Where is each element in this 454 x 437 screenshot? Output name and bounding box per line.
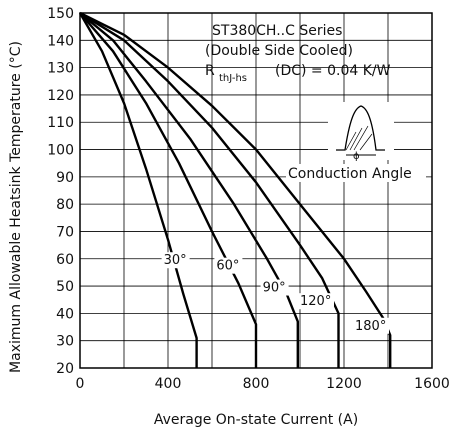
series-line	[79, 12, 258, 368]
resistance-prefix: R	[205, 63, 215, 79]
plot-frame	[79, 12, 433, 369]
conduction-angle-inset: ɸ Conduction Angle	[286, 102, 426, 182]
x-tick-label: 0	[76, 376, 85, 392]
y-tick-label: 70	[56, 224, 74, 240]
y-tick-label: 150	[47, 6, 74, 22]
y-tick-label: 40	[56, 306, 74, 322]
series-label: 120°	[300, 294, 331, 309]
series-line	[78, 12, 198, 368]
y-tick-label: 110	[47, 115, 74, 131]
x-tick-label: 400	[155, 376, 182, 392]
resistance-subscript: thJ-hs	[219, 73, 247, 84]
y-tick-label: 130	[47, 61, 74, 77]
series-label-bg	[353, 317, 389, 334]
conduction-angle-label: Conduction Angle	[288, 166, 412, 182]
y-tick-label: 100	[47, 143, 74, 159]
cooling-note: (Double Side Cooled)	[205, 43, 353, 59]
series-label: 30°	[164, 253, 187, 268]
y-axis-title: Maximum Allowable Heatsink Temperature (…	[8, 41, 24, 373]
y-tick-label: 120	[47, 88, 74, 104]
x-axis-title: Average On-state Current (A)	[154, 412, 358, 428]
x-tick-label: 800	[243, 376, 270, 392]
y-tick-label: 50	[56, 279, 74, 295]
series-annotation: ST380CH..C Series (Double Side Cooled) R…	[205, 23, 391, 84]
series-label-bg	[260, 279, 289, 296]
series-label-bg	[298, 293, 334, 310]
y-tick-label: 140	[47, 33, 74, 49]
conduction-waveform-icon	[336, 105, 385, 151]
y-tick-label: 30	[56, 334, 74, 350]
tick-labels: 0 400 800 1200 1600 20 30 40 50 60 70 80 90 100 110 120…	[47, 6, 450, 392]
series-line	[79, 12, 299, 368]
x-tick-label: 1200	[326, 376, 362, 392]
conduction-hatch	[345, 125, 373, 151]
series-label: 180°	[355, 319, 386, 334]
series-line	[79, 11, 340, 368]
series-label: 90°	[263, 281, 286, 296]
curve-labels: 30° 60° 90° 120° 180°	[161, 252, 389, 334]
series-title: ST380CH..C Series	[212, 23, 342, 39]
svg-text:ɸ: ɸ	[353, 151, 360, 162]
y-tick-label: 60	[56, 252, 74, 268]
x-tick-label: 1600	[414, 376, 450, 392]
series-label-bg	[161, 252, 190, 269]
series-label-bg	[214, 257, 243, 274]
resistance-value: (DC) = 0.04 K/W	[275, 63, 391, 79]
y-tick-label: 80	[56, 197, 74, 213]
y-tick-label: 20	[56, 361, 74, 377]
series-label: 60°	[216, 259, 239, 274]
y-tick-label: 90	[56, 170, 74, 186]
